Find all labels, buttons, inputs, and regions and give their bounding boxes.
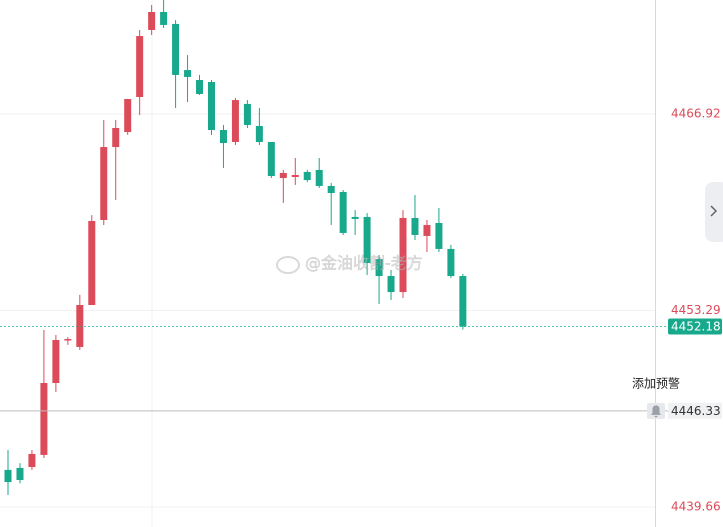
candle-body [327, 185, 335, 194]
candle-body [76, 305, 84, 347]
alert-title: 添加预警 [632, 375, 680, 390]
last-price-box [668, 318, 722, 335]
y-tick-label: 4439.66 [671, 499, 721, 513]
candle-body [160, 11, 168, 25]
candle-body [184, 70, 192, 77]
candle-body [207, 82, 215, 131]
candle-body [100, 147, 108, 220]
alert-price-label: 4446.33 [671, 404, 721, 418]
candle-body [16, 467, 24, 481]
candle-body [399, 217, 407, 293]
bell-icon [651, 405, 661, 418]
candle-body [124, 99, 132, 133]
candle-body [423, 225, 431, 236]
candle-body [411, 217, 419, 235]
candle-body [291, 174, 299, 178]
last-price-label: 4452.18 [671, 319, 721, 333]
candle-body [88, 220, 96, 306]
chevron [710, 205, 718, 217]
candle-body [52, 340, 60, 383]
candle-body [351, 216, 359, 219]
weibo-icon [276, 256, 300, 274]
candle-body [231, 100, 239, 142]
y-tick-label: 4466.92 [671, 107, 721, 121]
y-tick-label: 4453.29 [671, 303, 721, 317]
candle-body [375, 259, 383, 277]
candle-body [459, 276, 467, 327]
plot [0, 0, 655, 508]
candle-body [243, 103, 251, 125]
candle-body [315, 169, 323, 186]
candle-body [363, 216, 371, 263]
candle-body [4, 469, 12, 483]
candle-body [447, 248, 455, 277]
candle-body [196, 80, 204, 94]
candle-body [279, 172, 287, 179]
candle-body [267, 141, 275, 177]
candle-body [219, 130, 227, 143]
candle-body [435, 222, 443, 249]
candle-body [255, 125, 263, 142]
candle-body [64, 339, 72, 341]
watermark: @金油收割-老方 [276, 253, 423, 274]
candle-body [40, 382, 48, 455]
candle-body [148, 11, 156, 30]
candle-body [172, 23, 180, 75]
candle-body [387, 276, 395, 293]
candle-body [303, 171, 311, 181]
candle-body [136, 36, 144, 98]
candle-body [339, 192, 347, 233]
candle-body [112, 128, 120, 148]
watermark-text: @金油收割-老方 [305, 254, 423, 273]
candle-body [28, 453, 36, 468]
alert-price-box [668, 402, 722, 419]
